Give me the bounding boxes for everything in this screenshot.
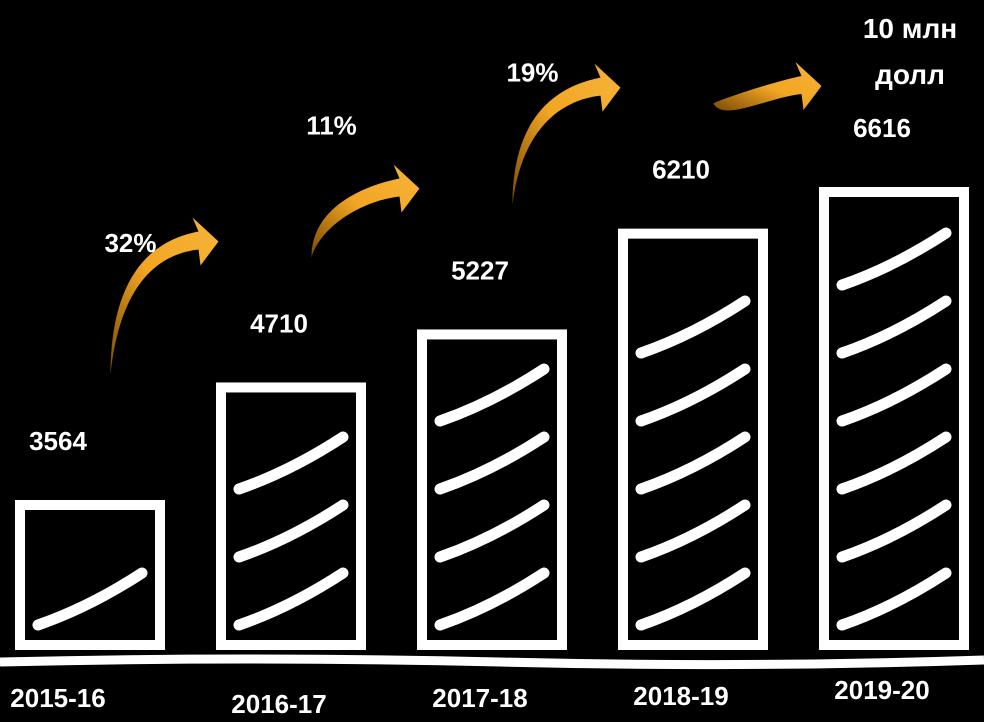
bar bbox=[15, 500, 165, 650]
growth-label: 19% bbox=[506, 57, 558, 87]
growth-arrow bbox=[311, 164, 420, 258]
bar bbox=[417, 329, 567, 650]
x-tick-label: 2018-19 bbox=[633, 681, 728, 711]
bar bbox=[618, 228, 768, 651]
value-label: 5227 bbox=[451, 255, 509, 285]
growth-label: 32% bbox=[104, 228, 156, 258]
growth-label: 11% bbox=[306, 110, 357, 140]
growth-arrow bbox=[110, 217, 219, 375]
growth-arrow bbox=[713, 62, 822, 111]
x-tick-label: 2019-20 bbox=[834, 675, 929, 705]
value-label: 4710 bbox=[250, 308, 308, 338]
x-tick-label: 2015-16 bbox=[10, 683, 105, 713]
annotation: 10 млн долл bbox=[862, 13, 958, 90]
x-tick-label: 2017-18 bbox=[432, 683, 527, 713]
value-label: 6210 bbox=[652, 155, 710, 185]
bar bbox=[819, 187, 969, 650]
ground-line bbox=[0, 654, 984, 670]
value-label: 6616 bbox=[853, 113, 911, 143]
growth-arrow bbox=[512, 63, 621, 205]
x-tick-label: 2016-17 bbox=[231, 689, 326, 719]
bar bbox=[216, 382, 366, 650]
value-label: 3564 bbox=[29, 426, 87, 456]
